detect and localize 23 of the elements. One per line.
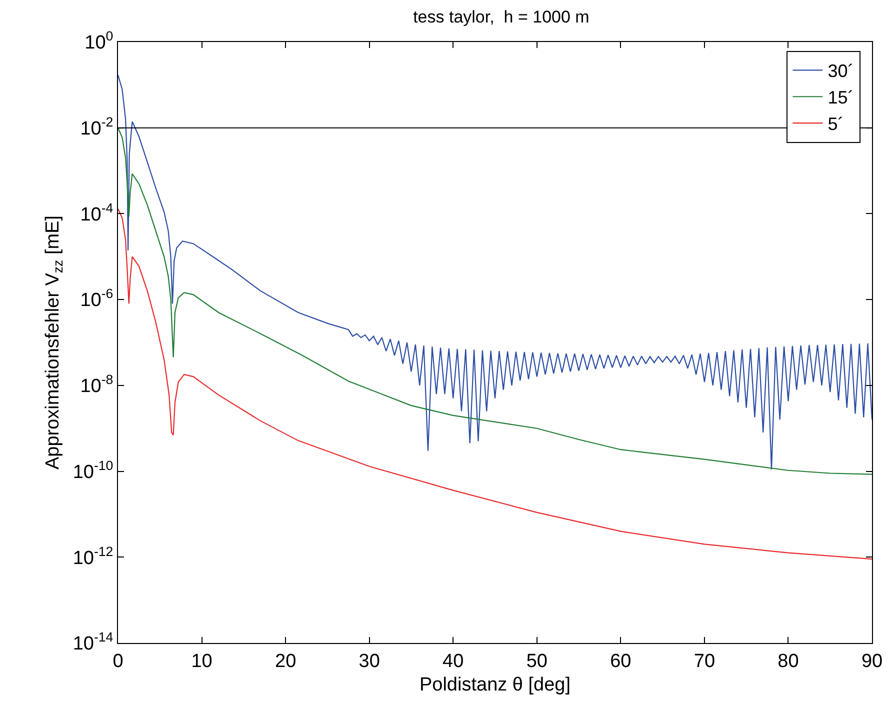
legend-label: 30´ xyxy=(828,61,854,82)
x-tick-label: 40 xyxy=(442,650,464,672)
legend-label: 5´ xyxy=(828,114,844,134)
x-tick-label: 80 xyxy=(778,650,799,672)
y-tick-label: 10$^{-10}$ xyxy=(72,458,114,483)
y-tick-label: 10$^{-6}$ xyxy=(80,286,114,312)
x-axis-title: Poldistanz θ [deg] xyxy=(419,674,571,696)
chart-title: tess taylor, h = 1000 m xyxy=(413,8,590,27)
x-tick-label: 20 xyxy=(274,650,296,672)
y-tick-label: 10$^{-12}$ xyxy=(72,544,114,569)
y-tick-label: 10$^{-14}$ xyxy=(72,630,114,655)
x-tick-label: 90 xyxy=(861,650,883,672)
x-tick-label: 0 xyxy=(112,650,124,672)
x-tick-label: 60 xyxy=(610,650,632,672)
y-tick-label: 10$^{-4}$ xyxy=(80,200,114,226)
x-tick-label: 70 xyxy=(694,650,716,672)
x-tick-label: 50 xyxy=(526,650,548,672)
y-tick-label: 10$^{-8}$ xyxy=(80,372,114,398)
x-tick-label: 10 xyxy=(191,650,212,672)
y-tick-label: 10$^{-2}$ xyxy=(80,114,114,140)
y-tick-label: 10$^{0}$ xyxy=(84,28,114,54)
x-tick-label: 30 xyxy=(358,650,380,672)
legend-label: 15´ xyxy=(828,88,854,108)
